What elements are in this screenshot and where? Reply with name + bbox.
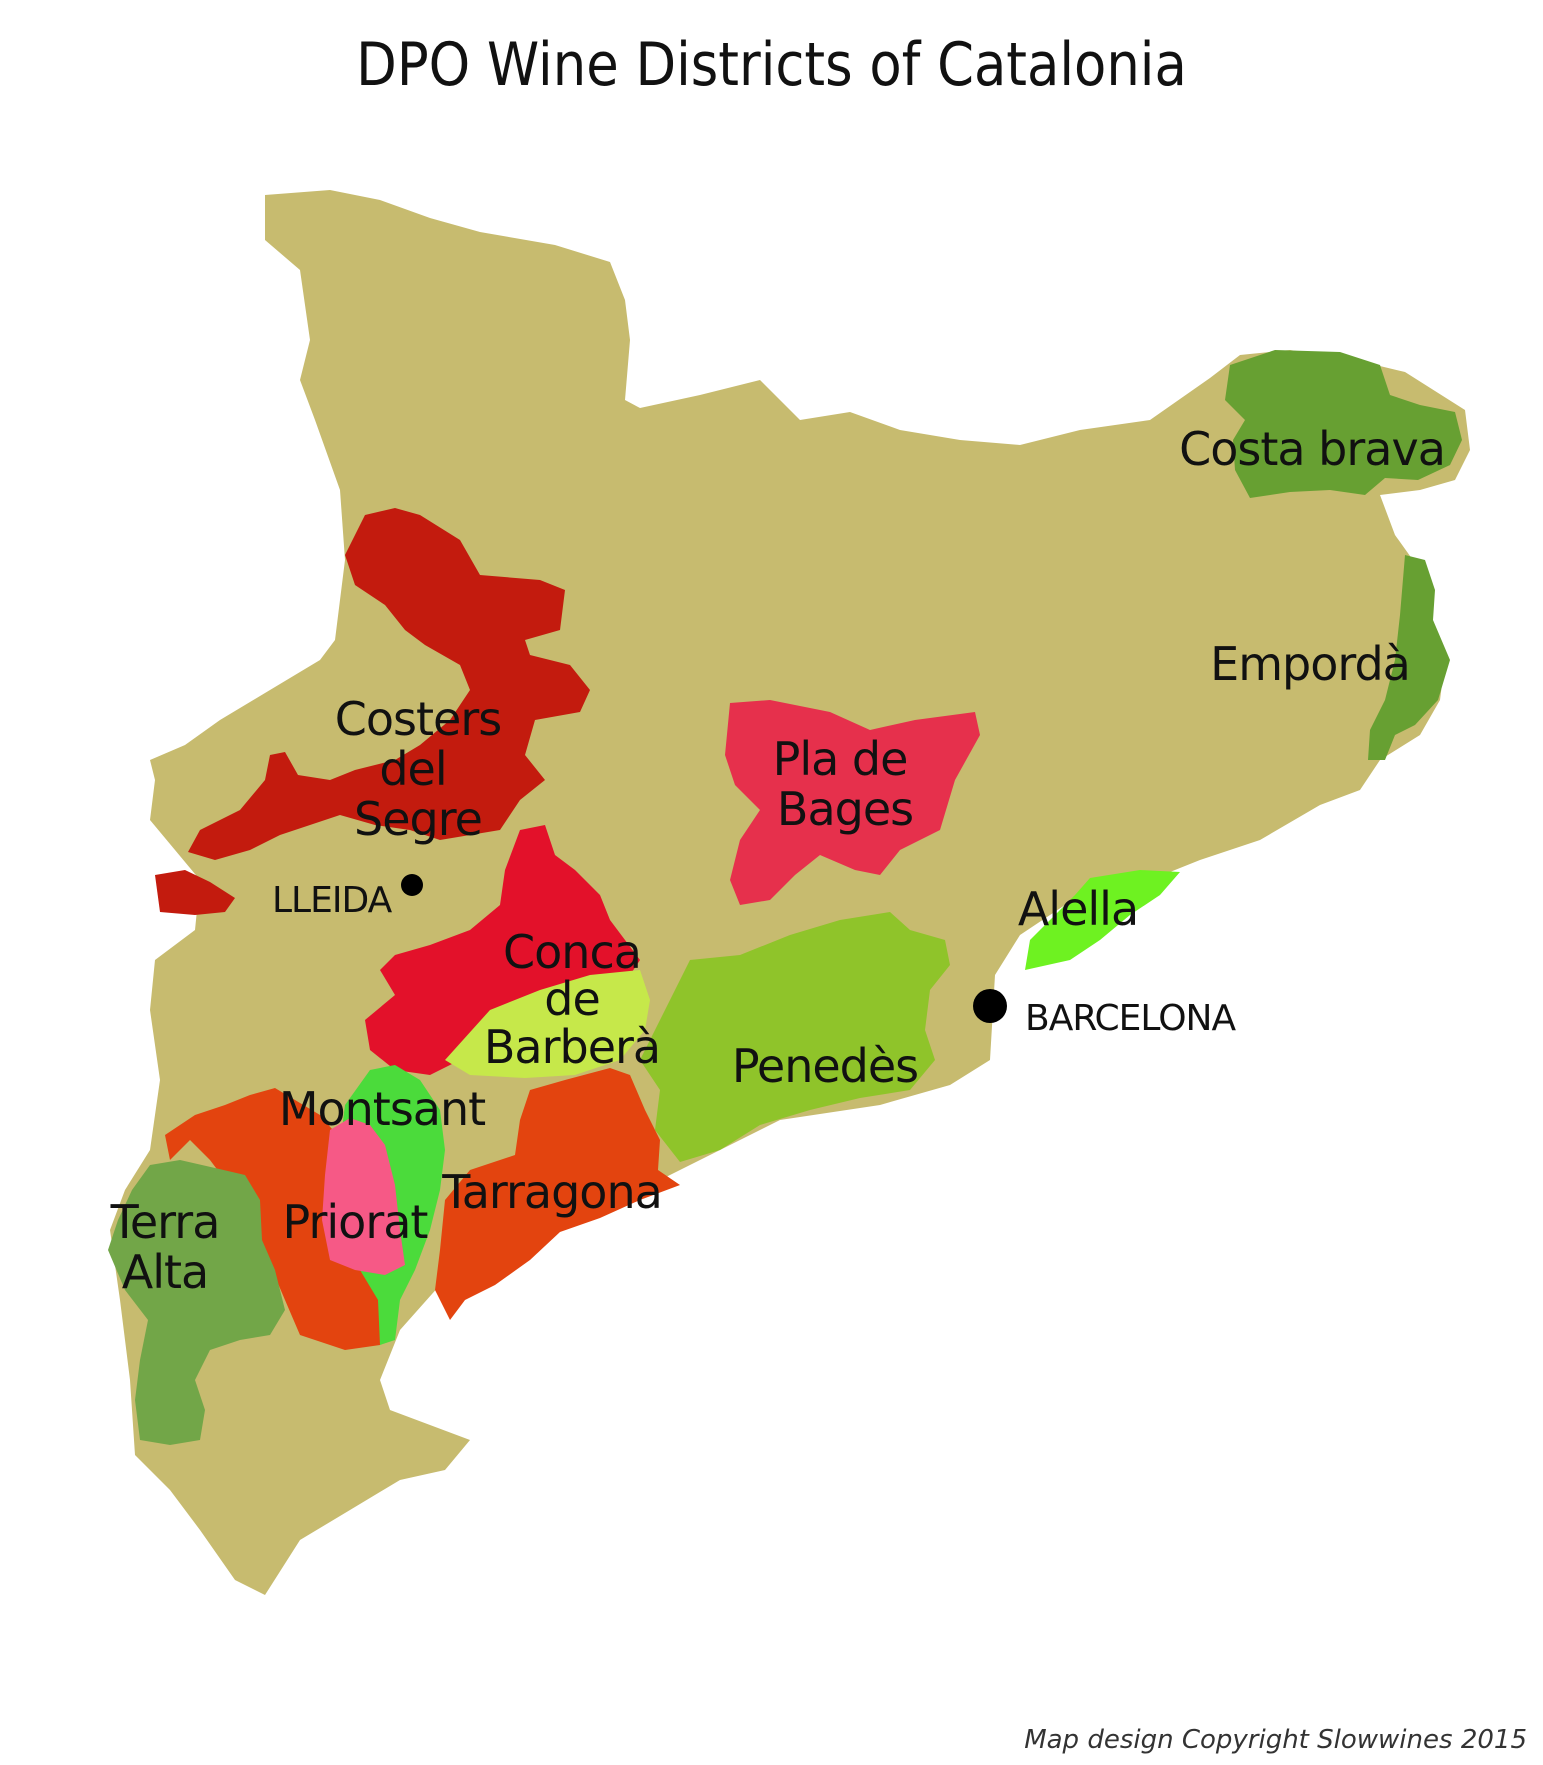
label-priorat: Priorat	[283, 1195, 428, 1249]
map-title: DPO Wine Districts of Catalonia	[356, 30, 1187, 100]
label-penedes: Penedès	[732, 1039, 918, 1093]
label-costers-line2: del	[379, 742, 446, 796]
copyright-notice: Map design Copyright Slowwines 2015	[1024, 1725, 1527, 1755]
label-emporda: Empordà	[1210, 637, 1410, 691]
region-alella[interactable]	[1025, 870, 1180, 970]
region-pla-de-bages[interactable]	[725, 700, 980, 905]
barcelona-dot[interactable]	[973, 989, 1007, 1023]
cities: LLEIDA BARCELONA	[272, 874, 1237, 1039]
region-terra-alta[interactable]	[108, 1160, 285, 1445]
region-conca-de-barbera[interactable]	[365, 825, 640, 1075]
region-emporda[interactable]	[1368, 555, 1450, 760]
label-lleida: LLEIDA	[272, 880, 393, 921]
lleida-dot[interactable]	[401, 874, 423, 896]
labels: Costa brava Empordà Costers del Segre Pl…	[110, 422, 1446, 1299]
label-costers-line1: Costers	[335, 692, 501, 746]
region-costers-del-segre[interactable]	[188, 508, 590, 860]
label-montsant: Montsant	[279, 1082, 485, 1136]
label-conca-line1: Conca	[503, 925, 641, 979]
region-tarragona[interactable]	[435, 1068, 680, 1320]
region-priorat[interactable]	[322, 1118, 405, 1275]
region-penedes[interactable]	[640, 912, 950, 1162]
label-barcelona: BARCELONA	[1025, 998, 1236, 1039]
label-costers-line3: Segre	[354, 792, 482, 846]
region-costers-del-segre-west[interactable]	[155, 870, 235, 915]
region-conca-de-barbera-light[interactable]	[445, 970, 650, 1078]
label-alella: Alella	[1018, 882, 1138, 936]
region-costa-brava[interactable]	[1225, 350, 1462, 498]
label-conca-line3: Barberà	[484, 1020, 660, 1074]
label-conca-line2: de	[544, 972, 600, 1026]
label-terra-alta-line2: Alta	[122, 1245, 208, 1299]
label-terra-alta-line1: Terra	[110, 1195, 220, 1249]
label-pla-de-bages-line1: Pla de	[773, 732, 908, 786]
label-pla-de-bages-line2: Bages	[777, 782, 913, 836]
label-costa-brava: Costa brava	[1179, 422, 1445, 476]
label-tarragona: Tarragona	[441, 1165, 662, 1219]
